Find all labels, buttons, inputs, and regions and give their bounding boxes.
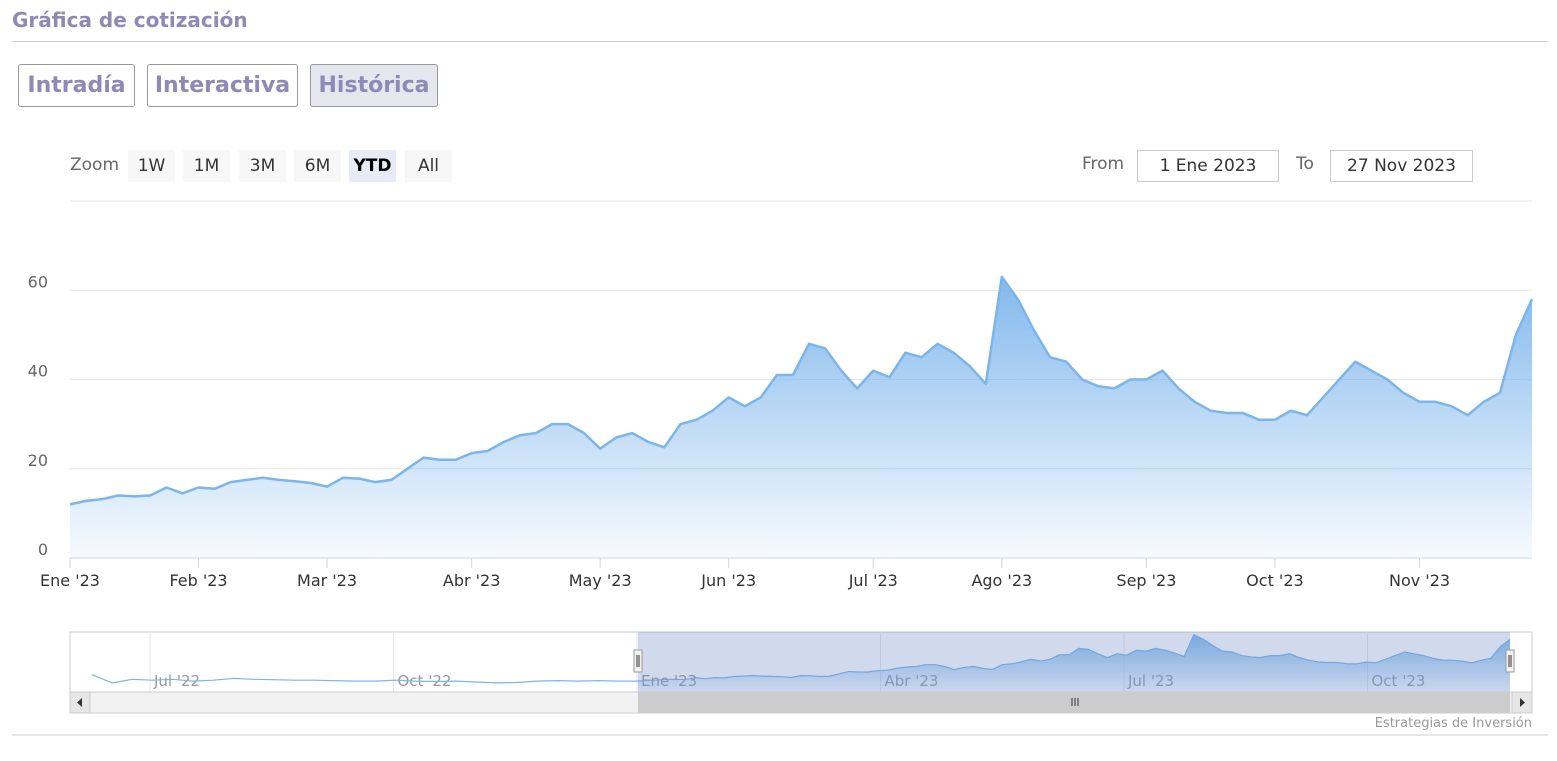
- y-tick-label: 0: [38, 540, 48, 559]
- divider: [12, 41, 1548, 42]
- handle-grip: [1508, 655, 1512, 667]
- to-label: To: [1296, 154, 1314, 174]
- x-tick-label: Sep '23: [1116, 571, 1176, 590]
- zoom-button[interactable]: 3M: [239, 150, 286, 182]
- line: [69, 275, 1534, 506]
- x-tick-label: Mar '23: [297, 571, 357, 590]
- area: [70, 276, 1532, 558]
- zoom-button[interactable]: 6M: [294, 150, 341, 182]
- arrow-left: [77, 698, 82, 707]
- navigator-mask: [638, 632, 1510, 692]
- from-input[interactable]: 1 Ene 2023: [1137, 150, 1279, 182]
- navigator-line: [91, 674, 638, 684]
- navigator-line: [637, 633, 1511, 682]
- x-tick-label: Feb '23: [169, 571, 227, 590]
- x-tick-label: Oct '23: [1246, 571, 1304, 590]
- header-title: Gráfica de cotización: [12, 8, 248, 32]
- navigator-handle: [1505, 649, 1515, 673]
- x-tick-label: Ene '23: [40, 571, 100, 590]
- zoom-button[interactable]: All: [405, 150, 452, 182]
- x-tick-label: Jul '23: [848, 571, 898, 590]
- x-tick-label: Ago '23: [971, 571, 1032, 590]
- navigator-area: [638, 634, 1510, 692]
- tab[interactable]: Histórica: [310, 64, 438, 107]
- to-input[interactable]: 27 Nov 2023: [1330, 150, 1473, 182]
- navigator-handle: [633, 649, 643, 673]
- y-tick-label: 20: [28, 451, 48, 470]
- x-tick-label: Nov '23: [1389, 571, 1450, 590]
- handle-grip: [636, 655, 640, 667]
- x-tick-label: Jun '23: [700, 571, 756, 590]
- zoom-button[interactable]: 1M: [183, 150, 230, 182]
- arrow-right: [1520, 698, 1525, 707]
- zoom-button[interactable]: YTD: [349, 150, 396, 182]
- from-label: From: [1082, 154, 1125, 174]
- tab[interactable]: Intradía: [18, 64, 135, 107]
- scrollbar-grip: [1071, 698, 1079, 706]
- zoom-label: Zoom: [70, 155, 120, 175]
- x-tick-label: May '23: [569, 571, 632, 590]
- y-tick-label: 40: [28, 362, 48, 381]
- zoom-button[interactable]: 1W: [128, 150, 175, 182]
- scrollbar-thumb[interactable]: [638, 692, 1510, 713]
- y-tick-label: 60: [28, 272, 48, 291]
- tab[interactable]: Interactiva: [147, 64, 298, 107]
- navigator-label: Jul '22: [153, 672, 200, 690]
- credit: Estrategias de Inversión: [1375, 716, 1532, 731]
- x-tick-label: Abr '23: [443, 571, 501, 590]
